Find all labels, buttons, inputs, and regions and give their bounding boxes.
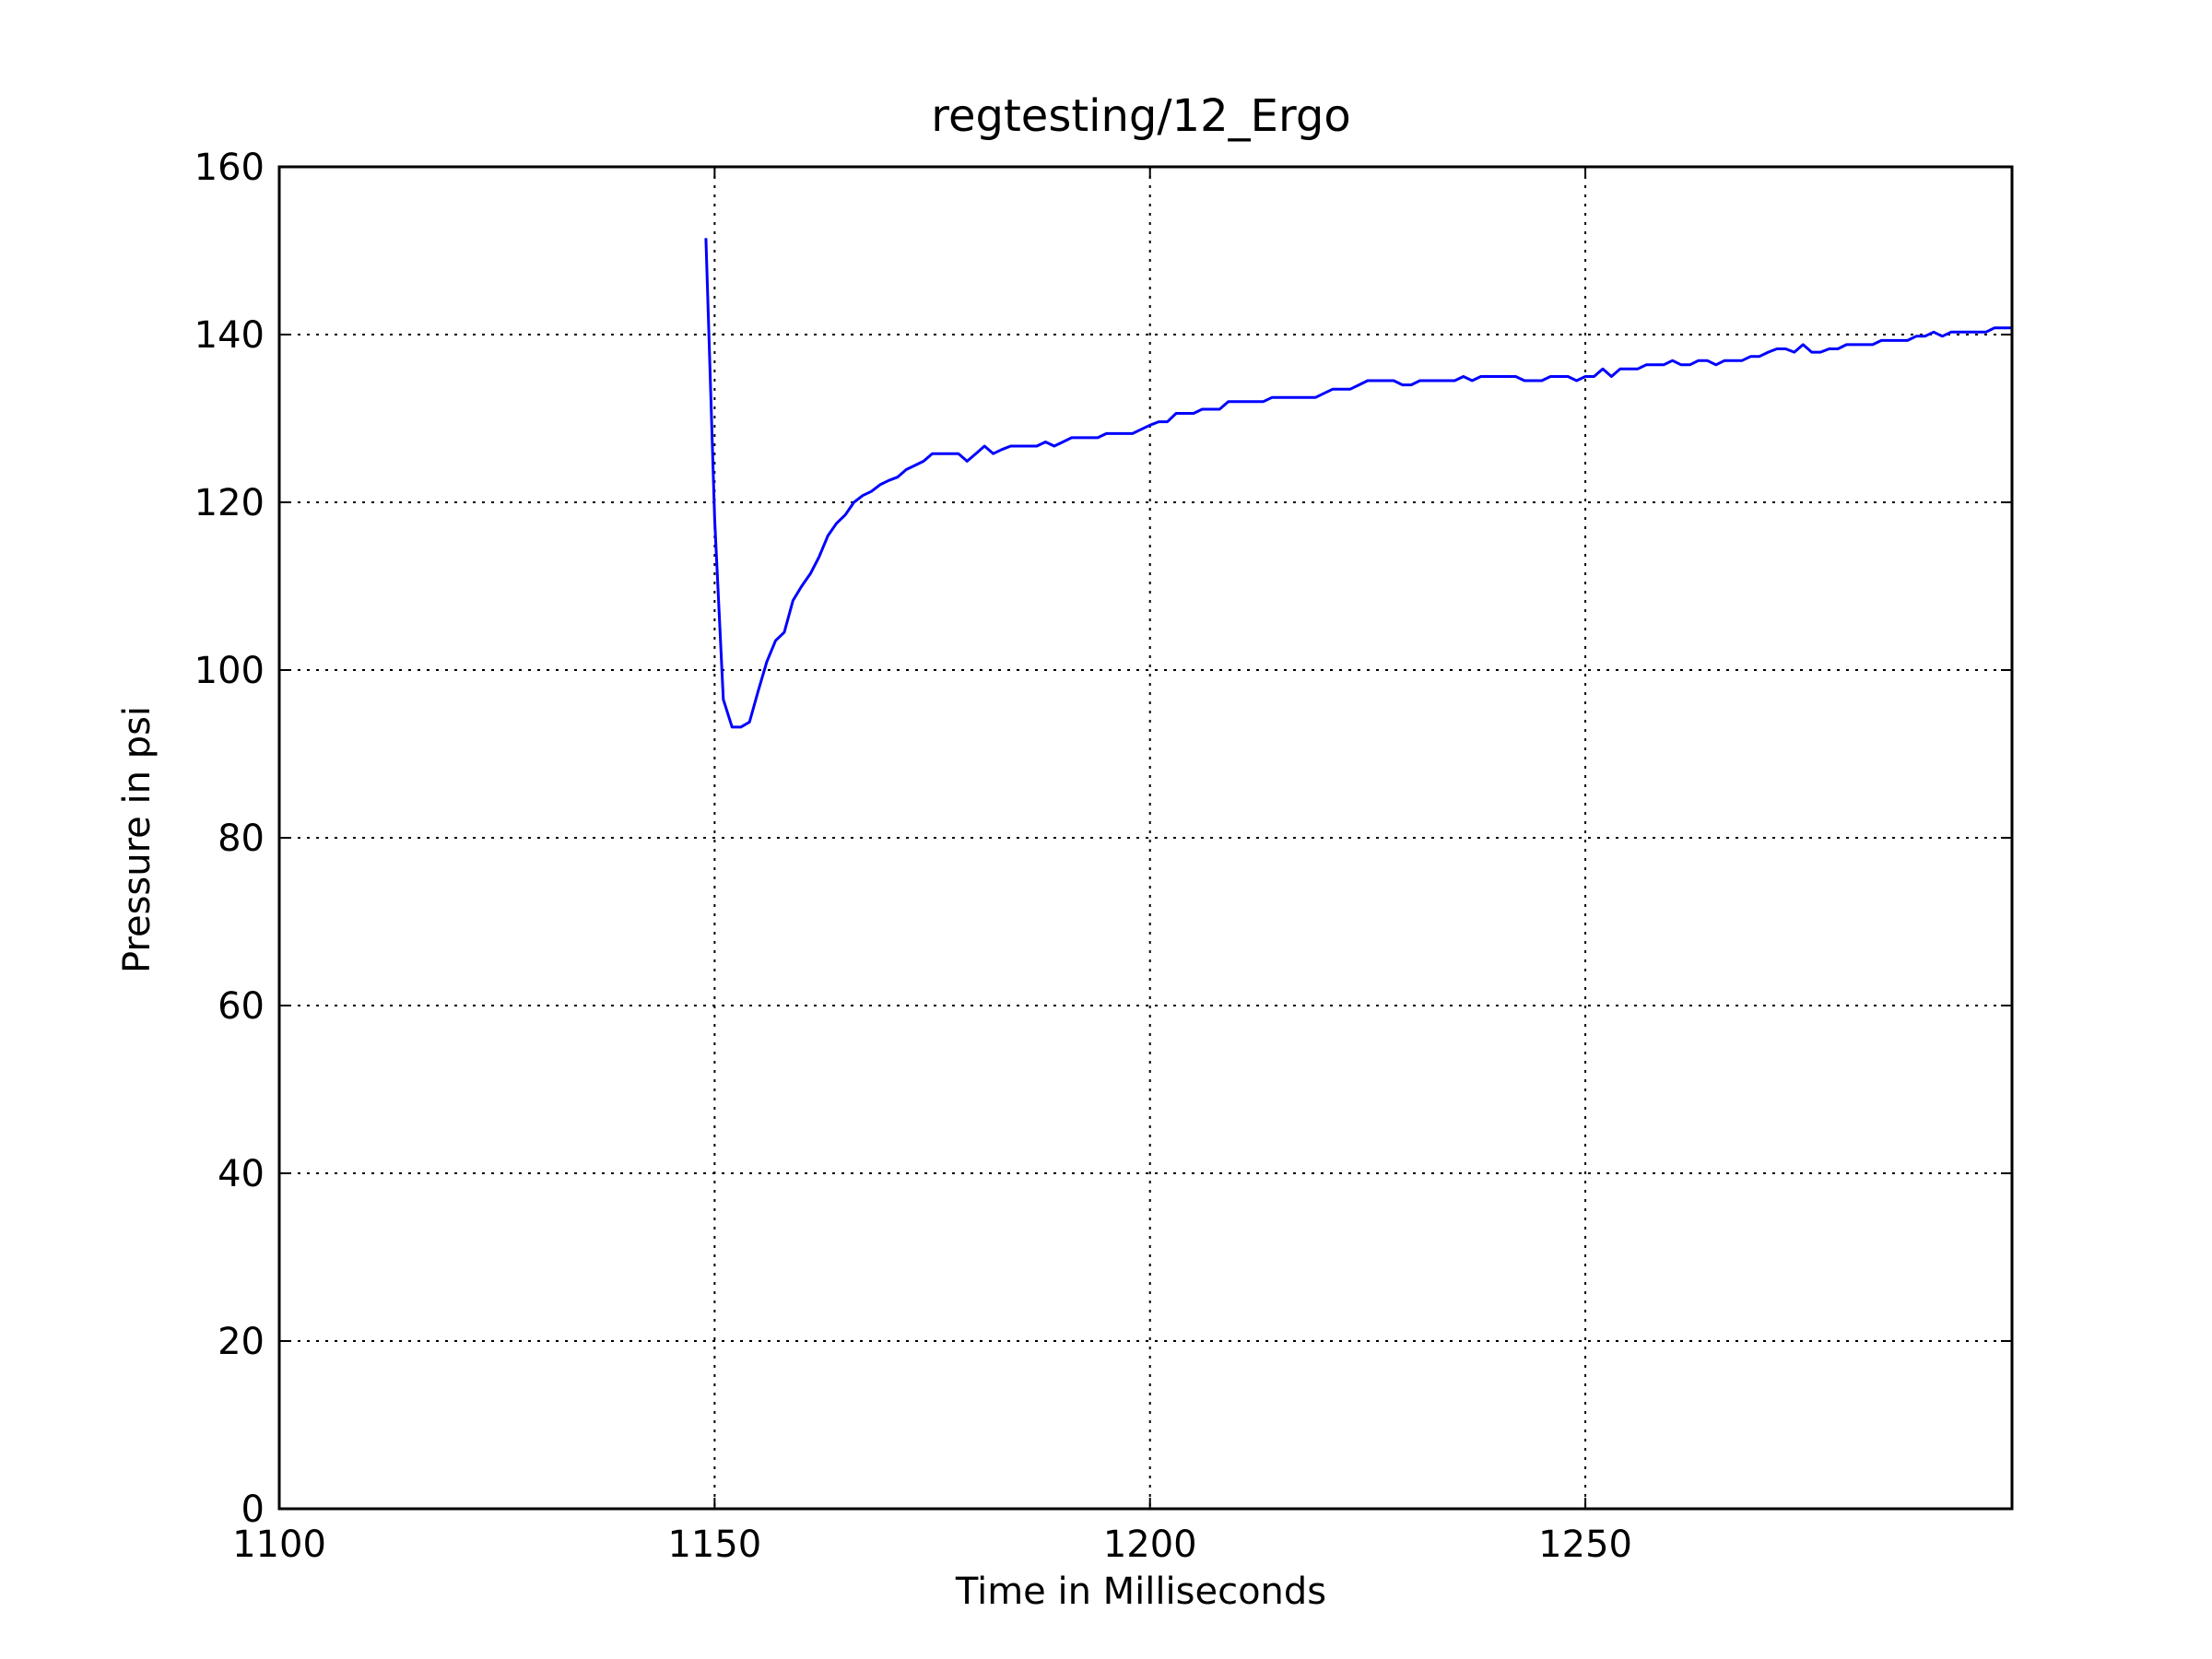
x-tick-labels: 1100 1150 1200 1250 [232,1524,1632,1566]
y-axis-label: Pressure in psi [116,706,159,973]
y-tick-label: 60 [218,985,265,1028]
plot-frame [277,165,2014,1511]
x-tick-label: 1200 [1103,1524,1197,1566]
x-tick-label: 1100 [232,1524,326,1566]
x-axis-label: Time in Milliseconds [955,1571,1326,1613]
y-tick-labels: 0 20 40 60 80 100 120 140 160 [194,147,265,1531]
series-layer [704,238,2012,729]
y-tick-label: 100 [194,650,265,692]
y-tick-label: 40 [218,1153,265,1195]
y-tick-label: 20 [218,1321,265,1363]
y-tick-label: 140 [194,314,265,357]
y-tick-label: 0 [241,1488,265,1531]
x-tick-label: 1250 [1538,1524,1632,1566]
y-tick-label: 80 [218,818,265,860]
chart-title: regtesting/12_Ergo [931,90,1350,142]
series-line [704,238,2012,729]
x-tick-label: 1150 [667,1524,761,1566]
y-tick-label: 120 [194,482,265,524]
y-tick-label: 160 [194,147,265,189]
